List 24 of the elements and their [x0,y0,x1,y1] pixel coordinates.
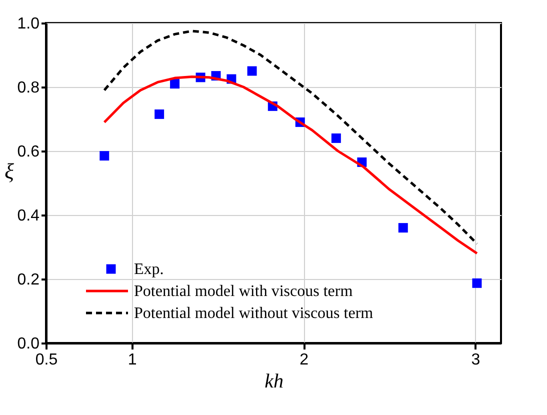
legend-label: Potential model with viscous term [134,283,354,300]
y-tick-label: 0.6 [17,144,40,160]
y-axis-title: ξ [4,158,15,184]
x-axis-title: kh [264,370,284,392]
point [100,151,110,161]
x-tick-label: 0.5 [35,352,58,368]
point [472,278,482,288]
point [170,79,180,89]
x-tick-label: 2 [300,352,309,368]
y-tick-label: 0.4 [17,208,40,224]
x-tick-label: 3 [471,352,480,368]
point [247,66,257,76]
x-tick-label: 1 [128,352,137,368]
point [398,223,408,233]
line-series [103,76,478,255]
legend-label: Exp. [134,261,164,278]
point [154,109,164,119]
point [331,133,341,143]
y-tick-label: 1.0 [17,16,40,32]
line-series [103,30,478,246]
legend-label: Potential model without viscous term [134,305,374,322]
y-tick-label: 0.0 [17,336,40,352]
y-tick-label: 0.8 [17,80,40,96]
y-tick-label: 0.2 [17,272,40,288]
